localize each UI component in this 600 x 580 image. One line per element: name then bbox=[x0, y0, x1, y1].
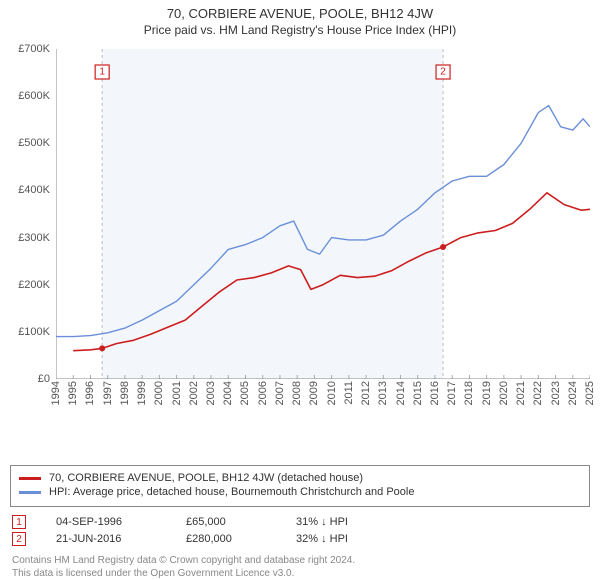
y-tick-label: £400K bbox=[4, 184, 50, 196]
x-tick-label: 2006 bbox=[257, 381, 269, 405]
y-tick-label: £500K bbox=[4, 137, 50, 149]
x-tick-label: 2013 bbox=[377, 381, 389, 405]
sale-marker-box: 1 bbox=[12, 515, 26, 529]
svg-text:1: 1 bbox=[99, 67, 105, 78]
page-subtitle: Price paid vs. HM Land Registry's House … bbox=[0, 23, 600, 37]
x-tick-label: 2024 bbox=[567, 381, 579, 405]
x-tick-label: 1999 bbox=[136, 381, 148, 405]
x-tick-label: 2005 bbox=[239, 381, 251, 405]
x-tick-label: 2021 bbox=[515, 381, 527, 405]
footer-line: Contains HM Land Registry data © Crown c… bbox=[12, 554, 590, 567]
x-tick-label: 2025 bbox=[584, 381, 596, 405]
legend-item: HPI: Average price, detached house, Bour… bbox=[19, 486, 581, 498]
y-tick-label: £300K bbox=[4, 232, 50, 244]
x-tick-label: 2022 bbox=[532, 381, 544, 405]
chart-area: £0£100K£200K£300K£400K£500K£600K£700K 12… bbox=[10, 49, 590, 419]
legend: 70, CORBIERE AVENUE, POOLE, BH12 4JW (de… bbox=[10, 465, 590, 507]
legend-label: 70, CORBIERE AVENUE, POOLE, BH12 4JW (de… bbox=[49, 472, 363, 484]
y-tick-label: £700K bbox=[4, 43, 50, 55]
x-tick-label: 1997 bbox=[102, 381, 114, 405]
x-tick-label: 2008 bbox=[291, 381, 303, 405]
sale-delta: 32% ↓ HPI bbox=[296, 533, 396, 545]
x-tick-label: 2002 bbox=[188, 381, 200, 405]
x-axis: 1994199519961997199819992000200120022003… bbox=[56, 381, 590, 421]
x-tick-label: 2014 bbox=[395, 381, 407, 405]
y-axis: £0£100K£200K£300K£400K£500K£600K£700K bbox=[4, 49, 50, 379]
sale-price: £65,000 bbox=[186, 516, 266, 528]
legend-item: 70, CORBIERE AVENUE, POOLE, BH12 4JW (de… bbox=[19, 472, 581, 484]
sale-price: £280,000 bbox=[186, 533, 266, 545]
x-tick-label: 2011 bbox=[343, 381, 355, 405]
chart-plot: 12 bbox=[56, 49, 590, 379]
sale-date: 04-SEP-1996 bbox=[56, 516, 156, 528]
y-tick-label: £600K bbox=[4, 90, 50, 102]
y-tick-label: £100K bbox=[4, 326, 50, 338]
x-tick-label: 2018 bbox=[463, 381, 475, 405]
x-tick-label: 2012 bbox=[360, 381, 372, 405]
footer-attribution: Contains HM Land Registry data © Crown c… bbox=[12, 554, 590, 580]
x-tick-label: 1996 bbox=[84, 381, 96, 405]
legend-label: HPI: Average price, detached house, Bour… bbox=[49, 486, 414, 498]
sale-marker-box: 2 bbox=[12, 532, 26, 546]
sales-table: 1 04-SEP-1996 £65,000 31% ↓ HPI 2 21-JUN-2016… bbox=[12, 515, 590, 546]
x-tick-label: 2020 bbox=[498, 381, 510, 405]
footer-line: This data is licensed under the Open Gov… bbox=[12, 567, 590, 580]
svg-text:2: 2 bbox=[440, 67, 446, 78]
y-tick-label: £0 bbox=[4, 373, 50, 385]
sale-row: 2 21-JUN-2016 £280,000 32% ↓ HPI bbox=[12, 532, 590, 546]
sale-date: 21-JUN-2016 bbox=[56, 533, 156, 545]
x-tick-label: 2001 bbox=[171, 381, 183, 405]
legend-swatch bbox=[19, 491, 41, 494]
x-tick-label: 2010 bbox=[326, 381, 338, 405]
x-tick-label: 2015 bbox=[412, 381, 424, 405]
x-tick-label: 2019 bbox=[481, 381, 493, 405]
x-tick-label: 2017 bbox=[446, 381, 458, 405]
sale-delta: 31% ↓ HPI bbox=[296, 516, 396, 528]
x-tick-label: 2003 bbox=[205, 381, 217, 405]
y-tick-label: £200K bbox=[4, 279, 50, 291]
legend-swatch bbox=[19, 477, 41, 480]
x-tick-label: 1998 bbox=[119, 381, 131, 405]
x-tick-label: 2009 bbox=[308, 381, 320, 405]
x-tick-label: 2007 bbox=[274, 381, 286, 405]
x-tick-label: 1994 bbox=[50, 381, 62, 405]
x-tick-label: 2000 bbox=[153, 381, 165, 405]
sale-row: 1 04-SEP-1996 £65,000 31% ↓ HPI bbox=[12, 515, 590, 529]
x-tick-label: 2023 bbox=[550, 381, 562, 405]
x-tick-label: 1995 bbox=[67, 381, 79, 405]
x-tick-label: 2016 bbox=[429, 381, 441, 405]
page-title: 70, CORBIERE AVENUE, POOLE, BH12 4JW bbox=[0, 6, 600, 21]
x-tick-label: 2004 bbox=[222, 381, 234, 405]
